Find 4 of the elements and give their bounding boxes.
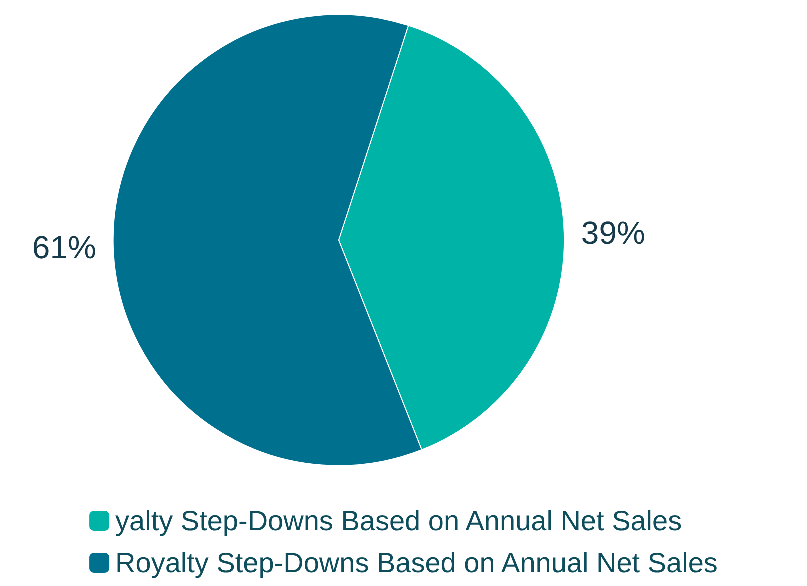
data-label: 61% (32, 230, 96, 266)
legend-label: yalty Step-Downs Based on Annual Net Sales (116, 506, 682, 536)
legend-label: Royalty Step-Downs Based on Annual Net Sales (116, 548, 718, 578)
data-label: 39% (581, 214, 646, 251)
